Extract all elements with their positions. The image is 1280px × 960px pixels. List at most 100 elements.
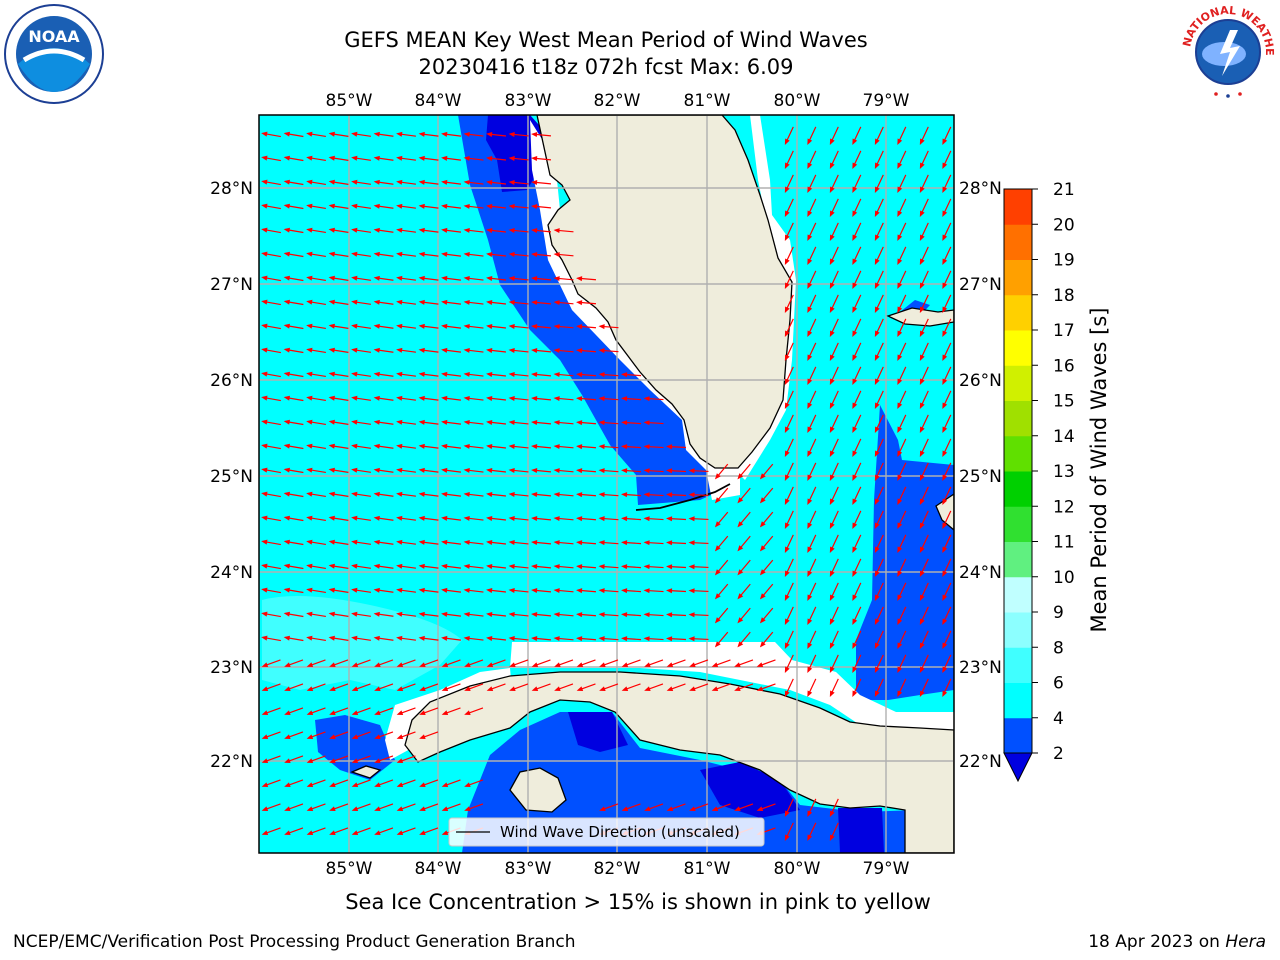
wind-wave-arrow <box>852 390 862 409</box>
wind-wave-arrow <box>598 516 619 522</box>
wind-wave-arrow <box>373 635 394 641</box>
wind-wave-arrow <box>784 630 794 649</box>
wind-wave-arrow <box>942 366 952 385</box>
wind-wave-arrow <box>874 222 884 241</box>
colorbar-tick-label: 13 <box>1053 462 1075 482</box>
wind-wave-arrow <box>759 559 774 576</box>
wind-wave-arrow <box>942 534 952 553</box>
wind-wave-arrow <box>351 467 371 473</box>
wind-wave-arrow <box>598 420 619 426</box>
wind-wave-arrow <box>919 126 929 145</box>
wind-wave-arrow <box>486 179 507 185</box>
wind-wave-arrow <box>463 491 484 497</box>
wind-wave-arrow <box>306 347 326 354</box>
wind-wave-arrow <box>463 323 484 329</box>
wind-wave-arrow <box>261 275 281 282</box>
wind-wave-arrow <box>784 822 794 841</box>
wind-wave-arrow <box>598 540 619 546</box>
wind-wave-arrow <box>942 270 952 289</box>
wind-wave-arrow <box>576 492 597 498</box>
wind-wave-arrow <box>396 659 416 668</box>
wind-wave-arrow <box>418 491 439 497</box>
lon-label: 80°W <box>774 859 821 879</box>
wind-wave-arrow <box>508 636 529 641</box>
wind-wave-arrow <box>463 371 484 377</box>
wind-wave-arrow <box>396 275 416 281</box>
wind-wave-arrow <box>784 150 794 169</box>
wind-wave-arrow <box>508 156 529 161</box>
wind-wave-arrow <box>829 534 839 553</box>
wind-wave-arrow <box>531 276 552 282</box>
wind-wave-arrow <box>852 534 862 553</box>
wind-wave-arrow <box>508 492 529 497</box>
wind-wave-arrow <box>621 659 641 668</box>
wind-wave-arrow <box>261 443 281 450</box>
wind-wave-arrow <box>553 420 574 426</box>
wind-wave-arrow <box>666 444 687 450</box>
wind-wave-arrow <box>919 654 929 673</box>
wind-wave-arrow <box>621 516 642 522</box>
wind-wave-arrow <box>351 659 371 668</box>
colorbar-tick-label: 11 <box>1053 533 1075 553</box>
wind-wave-arrow <box>711 803 731 812</box>
wind-wave-arrow <box>829 390 839 409</box>
wind-wave-arrow <box>807 294 817 313</box>
wind-wave-arrow <box>531 612 552 618</box>
wind-wave-arrow <box>328 419 349 425</box>
wind-wave-arrow <box>441 299 462 305</box>
wind-wave-arrow <box>418 515 439 521</box>
wind-wave-arrow <box>351 371 371 377</box>
wind-wave-arrow <box>852 342 862 361</box>
wind-wave-arrow <box>261 179 281 186</box>
wind-wave-arrow <box>737 535 751 552</box>
wind-wave-arrow <box>919 678 929 697</box>
wind-wave-arrow <box>553 348 574 354</box>
wind-wave-arrow <box>531 396 552 402</box>
wind-wave-arrow <box>621 396 642 402</box>
wind-wave-arrow <box>284 707 304 716</box>
wind-wave-arrow <box>576 396 597 402</box>
wind-wave-arrow <box>486 275 507 281</box>
wind-wave-arrow <box>441 611 462 617</box>
lat-label: 26°N <box>959 371 1002 391</box>
wind-wave-arrow <box>807 678 817 697</box>
wind-wave-arrow <box>419 779 439 788</box>
wind-wave-arrow <box>283 179 304 186</box>
wind-wave-arrow <box>306 299 326 306</box>
wind-wave-arrow <box>396 491 416 497</box>
wind-wave-arrow <box>306 803 326 812</box>
wind-wave-arrow <box>711 683 731 692</box>
wind-wave-arrow <box>897 558 907 577</box>
wind-wave-arrow <box>942 150 952 169</box>
wind-wave-arrow <box>714 559 729 576</box>
wind-wave-arrow <box>261 227 281 234</box>
wind-wave-arrow <box>874 510 884 529</box>
wind-wave-arrow <box>351 203 371 209</box>
wind-wave-arrow <box>418 347 439 353</box>
wind-wave-arrow <box>829 198 839 217</box>
wind-wave-arrow <box>553 252 574 258</box>
arrow-legend-label: Wind Wave Direction (unscaled) <box>500 823 740 841</box>
wind-wave-arrow <box>919 270 929 289</box>
wind-wave-arrow <box>829 246 839 265</box>
wind-wave-arrow <box>897 198 907 217</box>
wind-wave-arrow <box>464 779 484 788</box>
wind-wave-arrow <box>351 227 371 233</box>
wind-wave-arrow <box>643 516 664 522</box>
wind-wave-arrow <box>441 683 461 692</box>
wind-wave-arrow <box>531 228 552 234</box>
nws-logo: NATIONAL WEATHER SERVICE <box>1172 0 1280 102</box>
wind-wave-arrow <box>328 539 349 545</box>
wind-wave-arrow <box>284 755 304 764</box>
wind-wave-arrow <box>807 462 817 481</box>
wind-wave-arrow <box>531 252 552 258</box>
colorbar-segment <box>1004 189 1032 225</box>
wind-wave-arrow <box>531 540 552 546</box>
wind-wave-arrow <box>463 347 484 353</box>
wind-wave-arrow <box>807 510 817 529</box>
wind-wave-arrow <box>553 228 574 234</box>
wind-wave-arrow <box>396 395 416 401</box>
wind-wave-arrow <box>373 155 394 161</box>
wind-wave-arrow <box>463 515 484 521</box>
wind-wave-arrow <box>644 803 664 812</box>
